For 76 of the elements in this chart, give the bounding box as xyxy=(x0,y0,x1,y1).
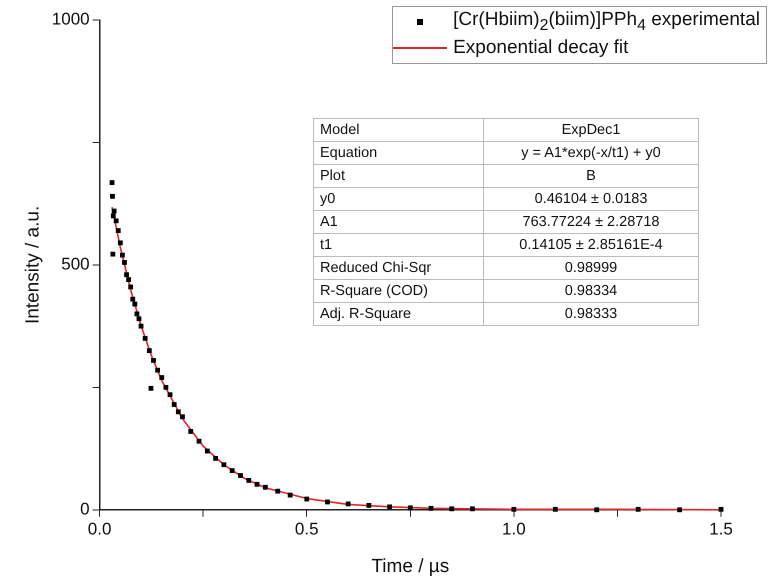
legend-label: Exponential decay fit xyxy=(453,37,628,59)
point xyxy=(110,214,116,218)
point xyxy=(134,311,140,316)
annotation: B xyxy=(484,164,698,188)
point xyxy=(196,438,202,444)
point xyxy=(148,386,154,391)
point xyxy=(168,392,172,398)
point xyxy=(122,260,127,265)
annotation: A1 xyxy=(314,210,484,234)
point xyxy=(677,507,682,512)
y-axis-title: Intensity / a.u. xyxy=(22,206,44,324)
point xyxy=(120,252,125,258)
point xyxy=(366,502,372,508)
point xyxy=(213,456,218,461)
annotation: R-Square (COD) xyxy=(314,280,484,302)
x-tick-label: 1.0 xyxy=(502,520,526,539)
annotation: Equation xyxy=(314,142,484,164)
point xyxy=(346,502,351,506)
point xyxy=(118,240,123,246)
point xyxy=(128,284,134,290)
annotation: 0.14105 ± 2.85161E-4 xyxy=(484,234,698,256)
annotation: 0.98333 xyxy=(484,302,698,326)
annotation: ExpDec1 xyxy=(484,118,698,142)
x-tick-label: 1.5 xyxy=(709,520,733,539)
point xyxy=(163,384,168,390)
point xyxy=(151,358,156,363)
point xyxy=(116,228,121,234)
point xyxy=(110,180,114,186)
annotation: y = A1*exp(-x/t1) + y0 xyxy=(484,142,698,164)
point xyxy=(155,368,160,373)
point xyxy=(304,496,310,502)
point xyxy=(387,504,392,510)
annotation: Adj. R-Square xyxy=(314,302,484,326)
x-tick-label: 0.5 xyxy=(294,520,319,539)
annotation: Reduced Chi-Sqr xyxy=(314,256,484,280)
y-tick-label: 0 xyxy=(80,499,90,518)
point xyxy=(124,272,129,278)
point xyxy=(110,194,115,199)
point xyxy=(110,252,116,257)
legend-label: [Cr(Hbiim)$_{2}$(biim)]PPh$_{4}$ experimental xyxy=(453,9,760,35)
point xyxy=(636,506,641,512)
point xyxy=(180,414,185,420)
point xyxy=(254,482,260,487)
point xyxy=(230,468,235,474)
annotation: 0.98999 xyxy=(484,256,698,280)
point xyxy=(136,316,142,322)
point xyxy=(126,277,132,282)
y-tick-label: 500 xyxy=(61,254,90,274)
annotation: 0.98334 xyxy=(484,280,698,302)
annotation: Model xyxy=(314,118,484,142)
point xyxy=(325,500,330,504)
point xyxy=(138,324,144,329)
annotation: 763.77224 ± 2.28718 xyxy=(484,210,698,234)
point xyxy=(428,506,434,511)
x-axis-title: Time / µs xyxy=(371,556,450,577)
point xyxy=(221,462,226,468)
point xyxy=(718,506,724,512)
point xyxy=(172,402,177,407)
annotation: 0.46104 ± 0.0183 xyxy=(484,188,698,210)
point xyxy=(288,492,293,498)
point xyxy=(159,375,164,380)
point xyxy=(112,208,117,214)
point xyxy=(238,473,243,478)
annotation: y0 xyxy=(314,188,484,210)
annotation: Plot xyxy=(314,164,484,188)
x-tick-label: 0.0 xyxy=(88,520,112,539)
point xyxy=(511,506,516,512)
y-tick-label: 1000 xyxy=(52,10,90,29)
point xyxy=(132,302,138,306)
point xyxy=(246,478,252,483)
annotation: t1 xyxy=(314,234,484,256)
point xyxy=(470,506,475,512)
point xyxy=(146,348,152,354)
point xyxy=(204,448,210,454)
point xyxy=(188,429,194,434)
point xyxy=(142,336,148,341)
